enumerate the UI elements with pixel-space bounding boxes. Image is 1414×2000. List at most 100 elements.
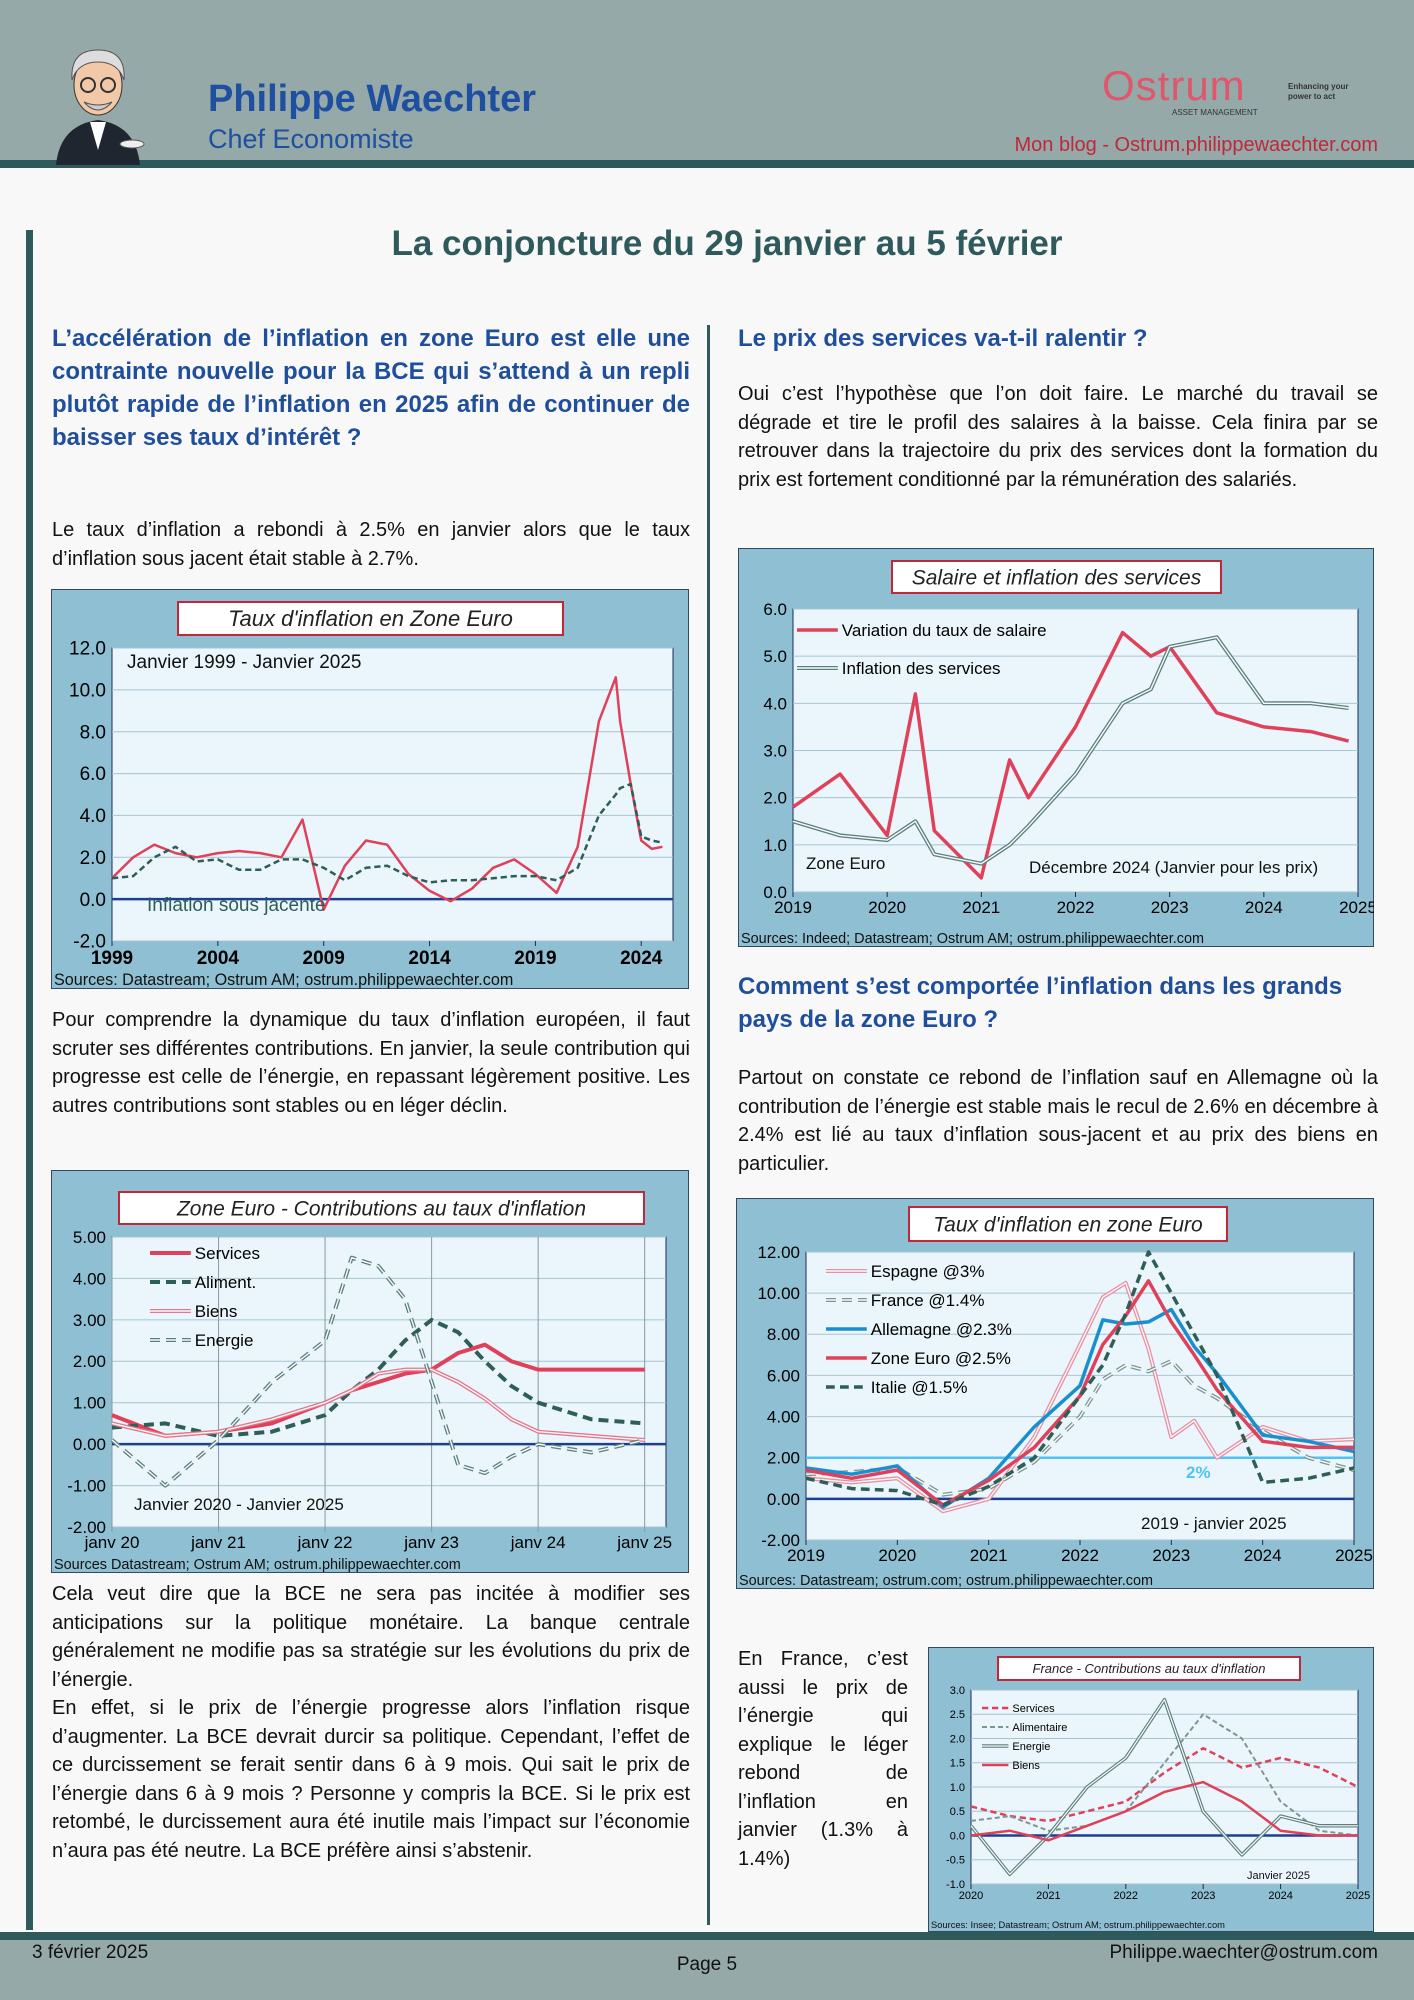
- x-tick-label: 2021: [1036, 1890, 1060, 1902]
- x-tick-label: 2024: [1268, 1890, 1292, 1902]
- series-line: [791, 630, 1350, 880]
- legend-label: Espagne @3%: [871, 1262, 985, 1281]
- chart-title: Zone Euro - Contributions au taux d'infl…: [176, 1197, 586, 1220]
- legend-label: Zone Euro @2.5%: [871, 1349, 1011, 1368]
- chart: -2.00 -1.00 0.00 1.00 2.00 3.00 4.00 5.00 janv 2…: [51, 1170, 689, 1573]
- paragraph: Oui c’est l’hypothèse que l’on doit fair…: [738, 383, 1378, 491]
- y-tick-label: 12.0: [69, 639, 106, 660]
- page-number: Page 5: [676, 1954, 738, 1975]
- y-tick-label: 2.0: [80, 848, 106, 869]
- legend-label: France @1.4%: [871, 1291, 985, 1310]
- header-band: [0, 0, 1414, 160]
- legend-label: Alimentaire: [1012, 1722, 1067, 1734]
- legend-label: Allemagne @2.3%: [871, 1320, 1012, 1339]
- x-tick-label: 2020: [959, 1890, 983, 1902]
- y-tick-label: 1.00: [73, 1394, 106, 1413]
- paragraph: En effet, si le prix de l’énergie progre…: [52, 1697, 690, 1862]
- x-tick-label: 2020: [868, 898, 906, 917]
- y-tick-label: 2.0: [950, 1733, 965, 1745]
- annotation: Janvier 1999 - Janvier 2025: [127, 652, 361, 673]
- x-tick-label: 2022: [1057, 898, 1095, 917]
- x-tick-label: 2019: [514, 948, 556, 969]
- chart-title-box: [118, 1191, 645, 1225]
- chart-title: Taux d'inflation en Zone Euro: [228, 606, 513, 631]
- x-tick-label: janv 25: [616, 1533, 672, 1552]
- heading: L’accélération de l’inflation en zone Eu…: [52, 325, 690, 451]
- chart-title-box: [177, 601, 564, 636]
- paragraph: Partout on constate ce rebond de l’infla…: [738, 1067, 1378, 1175]
- blog-link[interactable]: Mon blog - Ostrum.philippewaechter.com: [1014, 134, 1379, 156]
- x-tick-label: 2023: [1191, 1890, 1215, 1902]
- paragraph: En France, c’est aussi le prix de l’éner…: [738, 1648, 908, 1870]
- chart-title: France - Contributions au taux d'inflati…: [1033, 1661, 1266, 1676]
- series-line: [805, 1279, 1354, 1507]
- paragraph: Le taux d’inflation a rebondi à 2.5% en …: [52, 519, 690, 570]
- y-tick-label: 2.5: [950, 1709, 965, 1721]
- y-tick-label: 4.00: [767, 1408, 800, 1427]
- x-tick-label: janv 24: [510, 1533, 566, 1552]
- series-line: [111, 1317, 645, 1438]
- legend-label: Italie @1.5%: [871, 1378, 968, 1397]
- chart: 0.0 1.0 2.0 3.0 4.0 5.0 6.0 2019 2020 2021 2022 202…: [738, 548, 1374, 947]
- avatar: [56, 49, 145, 165]
- y-tick-label: -2.0: [73, 932, 106, 953]
- heading: Le prix des services va-t-il ralentir ?: [738, 325, 1148, 352]
- y-tick-label: 0.5: [950, 1806, 965, 1818]
- x-tick-label: 2019: [787, 1546, 825, 1565]
- x-tick-label: 2019: [774, 898, 812, 917]
- legend-label: Biens: [195, 1302, 238, 1321]
- y-tick-label: 6.0: [763, 600, 787, 619]
- paragraph: Cela veut dire que la BCE ne sera pas in…: [52, 1583, 690, 1691]
- chart: -2.0 0.0 2.0 4.0 6.0 8.0 10.0 12.0 1999 2004 2009 2…: [51, 589, 689, 989]
- x-tick-label: 2025: [1346, 1890, 1370, 1902]
- y-tick-label: 2.00: [767, 1449, 800, 1468]
- y-tick-label: 4.0: [80, 806, 106, 827]
- y-tick-label: 0.0: [80, 890, 106, 911]
- y-tick-label: 0.0: [763, 883, 787, 902]
- tagline-line: Enhancing your: [1288, 82, 1349, 91]
- x-tick-label: janv 20: [84, 1533, 140, 1552]
- series-line: [111, 676, 663, 911]
- page-title: La conjoncture du 29 janvier au 5 févrie…: [391, 224, 1063, 263]
- y-tick-label: -0.5: [946, 1855, 965, 1867]
- chart-sources: Sources: Datastream; ostrum.com; ostrum.…: [739, 1573, 1153, 1589]
- author-role: Chef Economiste: [208, 124, 414, 154]
- x-tick-label: 2021: [970, 1546, 1008, 1565]
- chart-sources: Sources: Indeed; Datastream; Ostrum AM; …: [741, 931, 1204, 947]
- x-tick-label: 2021: [962, 898, 1000, 917]
- y-tick-label: -1.00: [67, 1477, 106, 1496]
- logo-sub: ASSET MANAGEMENT: [1172, 108, 1258, 117]
- y-tick-label: 12.00: [757, 1243, 800, 1262]
- series-line: [970, 1780, 1358, 1842]
- y-tick-label: 4.00: [73, 1269, 106, 1288]
- footer-email: Philippe.waechter@ostrum.com: [1109, 1942, 1378, 1963]
- y-tick-label: 8.00: [767, 1325, 800, 1344]
- series-line-inner: [970, 1699, 1358, 1875]
- heading: Comment s’est comportée l’inflation dans…: [738, 973, 1343, 1033]
- y-tick-label: 1.5: [950, 1758, 965, 1770]
- annotation: Janvier 2020 - Janvier 2025: [134, 1495, 344, 1514]
- author-name: Philippe Waechter: [208, 78, 536, 120]
- x-tick-label: 2023: [1152, 1546, 1190, 1565]
- chart-title-box: [908, 1206, 1228, 1242]
- column-divider: [707, 325, 710, 1925]
- y-tick-label: -2.00: [761, 1531, 800, 1550]
- series-line-inner: [111, 1257, 645, 1487]
- series-line: [111, 782, 663, 884]
- x-tick-label: 2022: [1061, 1546, 1099, 1565]
- chart: -1.0 -0.5 0.0 0.5 1.0 1.5 2.0 2.5 3.0 2020 2021 202…: [928, 1647, 1374, 1932]
- x-tick-label: 2009: [303, 948, 345, 969]
- x-tick-label: janv 22: [297, 1533, 353, 1552]
- left-rule: [26, 230, 33, 1930]
- x-tick-label: 2023: [1151, 898, 1189, 917]
- chart: -2.00 0.00 2.00 4.00 6.00 8.00 10.00 12.00 2019 2…: [736, 1198, 1374, 1589]
- tagline-line: power to act: [1288, 92, 1336, 101]
- series-line: [970, 1713, 1359, 1837]
- chart-sources: Sources: Datastream; Ostrum AM; ostrum.p…: [54, 971, 513, 989]
- y-tick-label: 2.0: [763, 789, 787, 808]
- reference-label: 2%: [1186, 1463, 1211, 1482]
- y-tick-label: 8.0: [80, 722, 106, 743]
- y-tick-label: 1.0: [763, 836, 787, 855]
- x-tick-label: 2020: [878, 1546, 916, 1565]
